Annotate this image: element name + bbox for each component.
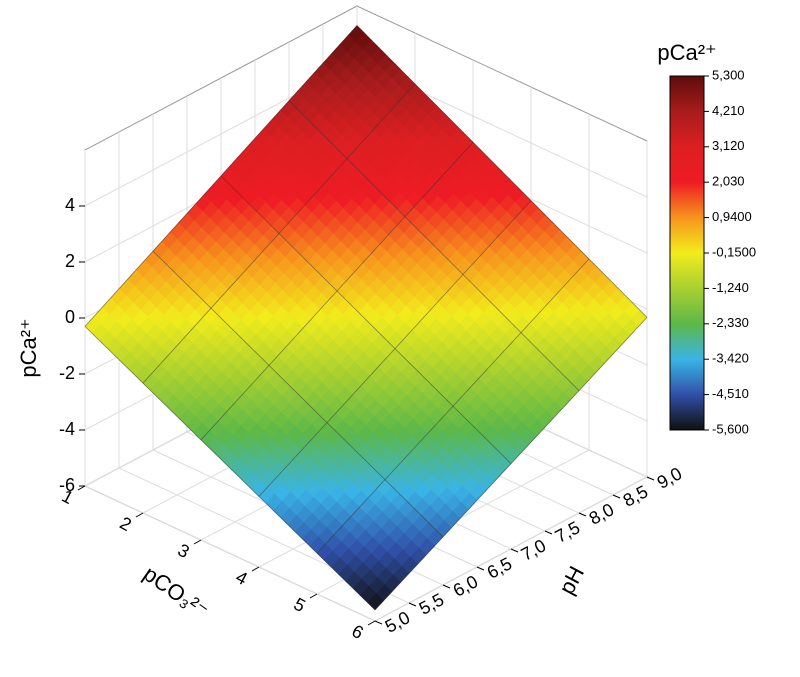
y-tick <box>578 512 587 517</box>
colorbar-tick-label: -4,510 <box>712 386 749 401</box>
x-tick <box>135 512 144 518</box>
x-tick <box>251 566 260 572</box>
colorbar-tick-label: 5,300 <box>712 67 745 82</box>
colorbar-rect <box>669 75 705 431</box>
y-tick <box>612 494 621 499</box>
colorbar-tick-label: 2,030 <box>712 174 745 189</box>
x-axis-title: pCO₃²⁻ <box>139 561 213 623</box>
colorbar-tick-label: 0,9400 <box>712 209 752 224</box>
y-tick <box>408 602 417 607</box>
colorbar-tick-label: 4,210 <box>712 103 745 118</box>
x-tick-label: 6 <box>348 621 366 643</box>
y-tick <box>476 566 485 571</box>
x-tick-label: 5 <box>290 594 308 616</box>
y-tick-label: 9,0 <box>654 463 685 492</box>
colorbar-tick-label: -2,330 <box>712 315 749 330</box>
y-tick <box>544 530 553 535</box>
z-axis-title: pCa²⁺ <box>16 318 41 377</box>
z-tick-label: 4 <box>65 195 75 215</box>
z-tick-label: -6 <box>59 475 75 495</box>
colorbar-tick-label: -5,600 <box>712 421 749 436</box>
y-tick <box>646 476 655 481</box>
x-tick-label: 3 <box>174 540 192 562</box>
y-axis-title: pH <box>554 562 589 599</box>
colorbar-tick-label: -0,1500 <box>712 244 756 259</box>
mesh-line <box>84 326 376 611</box>
z-tick-label: 2 <box>65 251 75 271</box>
z-tick-label: -4 <box>59 419 75 439</box>
y-tick <box>442 584 451 589</box>
colorbar-tick-label: -1,240 <box>712 280 749 295</box>
mesh-line <box>152 250 444 538</box>
colorbar-tick-label: -3,420 <box>712 351 749 366</box>
z-tick-label: -2 <box>59 363 75 383</box>
mesh-line <box>220 175 512 464</box>
colorbar: pCa²⁺ 5,300 4,210 3,120 2,030 0,9400 -0,1500 -1… <box>657 40 756 437</box>
x-tick-label: 2 <box>116 513 134 535</box>
mesh-line <box>356 25 648 318</box>
x-tick <box>193 539 202 545</box>
mesh <box>84 25 648 611</box>
z-tick-label: 0 <box>65 307 75 327</box>
x-tick-label: 4 <box>232 567 250 589</box>
x-tick <box>367 620 376 626</box>
x-tick <box>309 593 318 599</box>
colorbar-title: pCa²⁺ <box>657 40 716 65</box>
grid-line <box>84 485 376 622</box>
x-tick <box>77 485 86 491</box>
mesh-line <box>288 100 580 391</box>
y-tick <box>510 548 519 553</box>
y-tick <box>374 620 383 625</box>
colorbar-tick-label: 3,120 <box>712 138 745 153</box>
